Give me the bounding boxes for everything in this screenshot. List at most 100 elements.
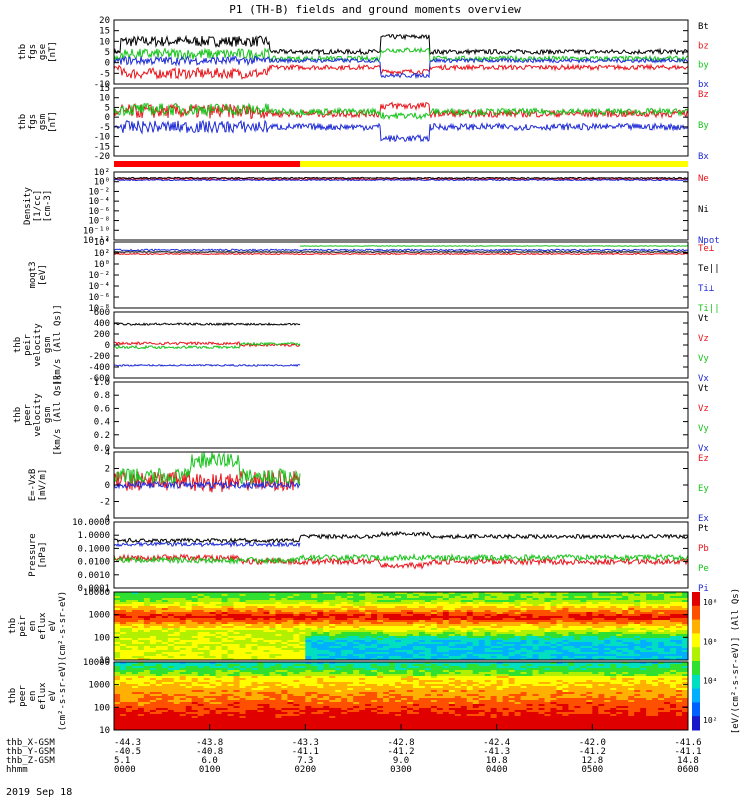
- panel-10-data: [114, 662, 688, 730]
- y-tick-label: 5: [105, 48, 110, 58]
- y-tick-label: 100: [94, 633, 110, 643]
- y-tick-label: 400: [94, 319, 110, 329]
- y-axis-label: peer: [23, 404, 33, 426]
- y-axis-label: fgs: [28, 114, 38, 130]
- legend-Vt: Vt: [698, 314, 709, 324]
- y-tick-label: 10⁻⁴: [88, 197, 110, 207]
- y-tick-label: 1.0: [94, 378, 110, 388]
- y-axis-label: [nPa]: [38, 541, 48, 568]
- legend-Vz: Vz: [698, 334, 709, 344]
- y-axis-label: [mV/m]: [38, 469, 48, 502]
- y-tick-label: 10000: [83, 658, 110, 668]
- y-tick-label: 10⁰: [94, 260, 110, 270]
- y-axis-label: thb: [8, 618, 18, 634]
- legend-Bz: Bz: [698, 90, 709, 100]
- y-axis-label: eflux: [38, 612, 48, 640]
- y-tick-label: 10²: [94, 168, 110, 178]
- y-tick-label: 1.0000: [77, 531, 110, 541]
- legend-Vz: Vz: [698, 404, 709, 414]
- legend-Te||: Te||: [698, 264, 720, 274]
- legend-Te⊥: Te⊥: [698, 244, 715, 254]
- y-tick-label: 10⁻¹⁰: [83, 226, 110, 236]
- y-tick-label: -400: [88, 363, 110, 373]
- legend-Ti||: Ti||: [698, 304, 720, 314]
- colorbar-tick: 10⁶: [703, 637, 717, 646]
- y-axis-label: thb: [13, 337, 23, 353]
- legend-Ni: Ni: [698, 205, 709, 215]
- y-axis-label: [nT]: [48, 111, 58, 133]
- y-tick-label: -5: [99, 123, 110, 133]
- y-axis-label: (cm²-s-sr-eV): [58, 661, 68, 731]
- series-Te||-trace: [114, 252, 688, 253]
- y-tick-label: 0: [105, 481, 110, 491]
- ephemeris-label: hhmm: [6, 765, 28, 775]
- y-tick-label: 2: [105, 465, 110, 475]
- ephemeris-value: 0300: [390, 765, 412, 775]
- y-tick-label: 10⁻⁴: [88, 282, 110, 292]
- legend-Pe: Pe: [698, 564, 709, 574]
- y-tick-label: 0: [105, 113, 110, 123]
- y-axis-label: en: [28, 691, 38, 702]
- ephemeris-value: 0400: [486, 765, 508, 775]
- y-axis-label: gsm: [43, 337, 53, 353]
- y-axis-label: velocity: [33, 323, 43, 367]
- y-tick-label: 0.4: [94, 418, 110, 428]
- y-axis-label: Pressure: [28, 533, 38, 576]
- y-tick-label: 0.1000: [77, 544, 110, 554]
- y-axis-label: gsm: [43, 407, 53, 423]
- date-label: 2019 Sep 18: [6, 787, 72, 798]
- colorbar-tick: 10²: [703, 716, 717, 725]
- legend-Vy: Vy: [698, 354, 709, 364]
- y-tick-label: 600: [94, 308, 110, 318]
- y-tick-label: 1000: [88, 681, 110, 691]
- y-tick-label: 10: [99, 726, 110, 736]
- y-axis-label: eflux: [38, 682, 48, 710]
- y-tick-label: 0.2: [94, 431, 110, 441]
- y-tick-label: 15: [99, 27, 110, 37]
- y-tick-label: 0.0010: [77, 571, 110, 581]
- y-axis-label: gse: [38, 44, 48, 60]
- y-tick-label: -20: [94, 152, 110, 162]
- y-tick-label: 1000: [88, 611, 110, 621]
- legend-bz: bz: [698, 41, 709, 51]
- y-tick-label: 0.8: [94, 391, 110, 401]
- y-tick-label: 0.0100: [77, 558, 110, 568]
- y-axis-label: peir: [18, 615, 28, 637]
- y-axis-label: eV: [48, 620, 58, 631]
- y-axis-label: Density: [23, 186, 33, 225]
- y-tick-label: 10⁴: [94, 238, 110, 248]
- y-tick-label: 10⁻²: [88, 187, 110, 197]
- chart-title: P1 (TH-B) fields and ground moments over…: [229, 3, 521, 16]
- y-axis-label: peir: [23, 334, 33, 356]
- legend-Ti⊥: Ti⊥: [698, 284, 715, 294]
- legend-Ez: Ez: [698, 454, 709, 464]
- y-tick-label: 0: [105, 59, 110, 69]
- y-axis-label: thb: [18, 114, 28, 130]
- y-tick-label: 10⁻⁶: [88, 293, 110, 303]
- y-axis-label: [eV]: [38, 264, 48, 286]
- y-axis-label: E=-VxB: [28, 469, 38, 502]
- y-axis-label: thb: [8, 688, 18, 704]
- y-tick-label: -200: [88, 352, 110, 362]
- y-tick-label: 10⁻²: [88, 271, 110, 281]
- y-axis-label: thb: [18, 44, 28, 60]
- y-axis-label: moqt3: [28, 261, 38, 288]
- y-axis-label: gsm: [38, 114, 48, 130]
- legend-Ex: Ex: [698, 514, 709, 524]
- legend-By: By: [698, 121, 709, 131]
- y-axis-label: [1/cc]: [33, 190, 43, 223]
- y-tick-label: -2: [99, 498, 110, 508]
- colorbar-tick: 10⁴: [703, 677, 717, 686]
- colorbar-tick: 10⁸: [703, 598, 717, 607]
- y-tick-label: 10⁻⁸: [88, 217, 110, 227]
- y-tick-label: 10²: [94, 249, 110, 259]
- legend-Bx: Bx: [698, 152, 709, 162]
- ephemeris-value: 0600: [677, 765, 699, 775]
- y-tick-label: 4: [105, 448, 110, 458]
- ephemeris-value: 0000: [114, 765, 136, 775]
- y-axis-label: thb: [13, 407, 23, 423]
- colorbar-label: [eV/(cm²-s-sr-eV)] (All Qs): [731, 588, 741, 734]
- panel-9-data: [114, 592, 688, 660]
